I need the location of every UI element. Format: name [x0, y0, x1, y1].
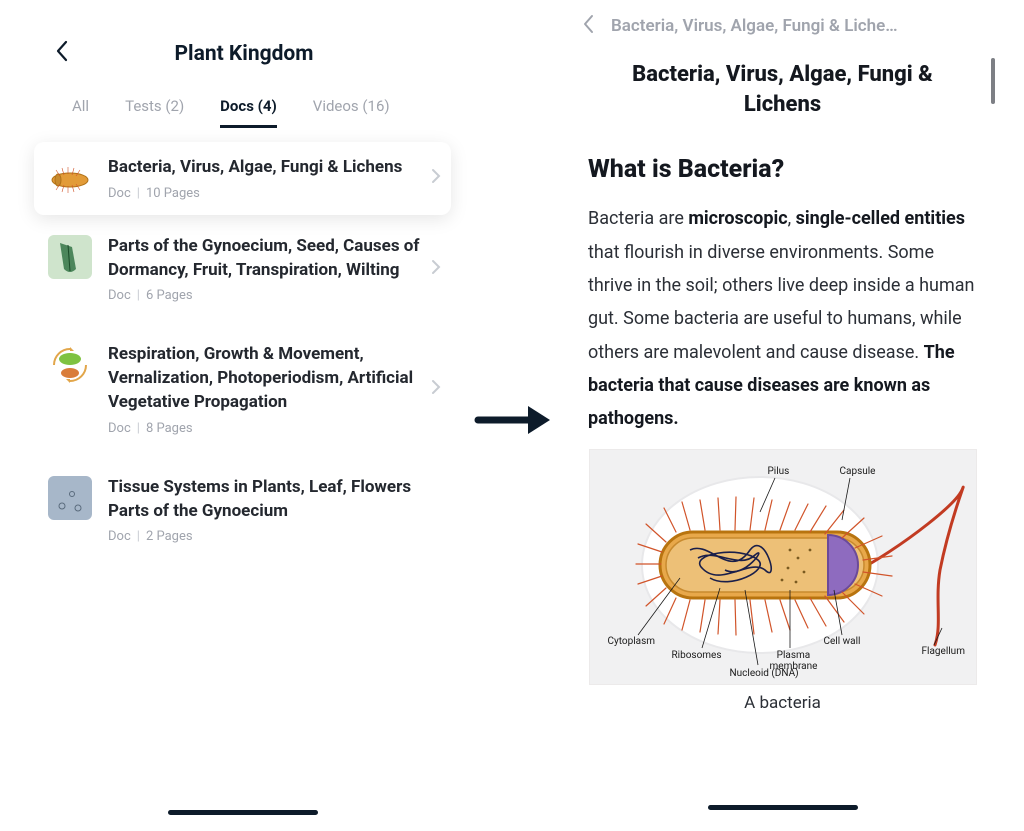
figure: Pilus Capsule Cytoplasm Ribosomes Plasma…: [588, 449, 977, 713]
article-body: Bacteria are microscopic, single-celled …: [588, 202, 977, 435]
doc-item[interactable]: Bacteria, Virus, Algae, Fungi & Lichens …: [34, 142, 451, 215]
doc-pages: 8 Pages: [146, 421, 193, 436]
tab-tests[interactable]: Tests (2): [125, 97, 184, 128]
doc-type: Doc: [108, 186, 131, 201]
doc-type: Doc: [108, 529, 131, 544]
back-icon[interactable]: [55, 39, 69, 69]
text-bold: microscopic: [688, 208, 787, 229]
breadcrumb: Bacteria, Virus, Algae, Fungi & Liche…: [611, 16, 985, 36]
doc-thumbnail-icon: [48, 156, 92, 200]
doc-item[interactable]: Respiration, Growth & Movement, Vernaliz…: [34, 329, 451, 449]
doc-meta: Doc|6 Pages: [108, 288, 425, 303]
tabs: All Tests (2) Docs (4) Videos (16): [20, 79, 465, 128]
label-pilus: Pilus: [768, 466, 790, 477]
figure-caption: A bacteria: [744, 693, 821, 713]
tab-all[interactable]: All: [72, 97, 89, 128]
chevron-right-icon: [431, 259, 441, 280]
label-flagellum: Flagellum: [922, 646, 965, 657]
doc-body: Parts of the Gynoecium, Seed, Causes of …: [108, 235, 425, 304]
tab-docs[interactable]: Docs (4): [220, 97, 277, 128]
label-ribosomes: Ribosomes: [672, 650, 722, 661]
tab-videos[interactable]: Videos (16): [313, 97, 390, 128]
doc-list: Bacteria, Virus, Algae, Fungi & Lichens …: [20, 128, 465, 558]
doc-meta: Doc|2 Pages: [108, 529, 441, 544]
doc-pages: 10 Pages: [146, 186, 200, 201]
doc-meta: Doc|8 Pages: [108, 421, 425, 436]
doc-body: Tissue Systems in Plants, Leaf, Flowers …: [108, 476, 441, 545]
text: ,: [788, 208, 796, 229]
article: Bacteria, Virus, Algae, Fungi & Lichens …: [560, 46, 1005, 713]
article-title: Bacteria, Virus, Algae, Fungi & Lichens: [588, 46, 977, 127]
header: Bacteria, Virus, Algae, Fungi & Liche…: [560, 0, 1005, 46]
page-title: Plant Kingdom: [69, 42, 419, 66]
doc-body: Respiration, Growth & Movement, Vernaliz…: [108, 343, 425, 435]
header: Plant Kingdom: [20, 5, 465, 79]
list-screen: Plant Kingdom All Tests (2) Docs (4) Vid…: [20, 5, 465, 825]
label-cytoplasm: Cytoplasm: [608, 636, 656, 647]
doc-thumbnail-icon: [48, 235, 92, 279]
article-heading: What is Bacteria?: [588, 155, 977, 184]
doc-body: Bacteria, Virus, Algae, Fungi & Lichens …: [108, 156, 425, 201]
scrollbar-thumb[interactable]: [991, 58, 995, 104]
bacterium-diagram: Pilus Capsule Cytoplasm Ribosomes Plasma…: [589, 449, 977, 685]
doc-item[interactable]: Parts of the Gynoecium, Seed, Causes of …: [34, 221, 451, 318]
doc-thumbnail-icon: [48, 476, 92, 520]
chevron-right-icon: [431, 379, 441, 400]
doc-item[interactable]: Tissue Systems in Plants, Leaf, Flowers …: [34, 462, 451, 559]
article-screen: Bacteria, Virus, Algae, Fungi & Liche… B…: [560, 0, 1005, 820]
back-icon[interactable]: [582, 14, 595, 38]
doc-type: Doc: [108, 421, 131, 436]
home-indicator[interactable]: [168, 810, 318, 815]
text-bold: single-celled entities: [796, 208, 965, 229]
chevron-right-icon: [431, 168, 441, 189]
doc-type: Doc: [108, 288, 131, 303]
doc-pages: 2 Pages: [146, 529, 193, 544]
doc-meta: Doc|10 Pages: [108, 186, 425, 201]
arrow-icon: [465, 0, 560, 820]
doc-title: Bacteria, Virus, Algae, Fungi & Lichens: [108, 156, 425, 180]
doc-title: Tissue Systems in Plants, Leaf, Flowers …: [108, 476, 441, 524]
label-cell-wall: Cell wall: [824, 636, 861, 647]
text: that flourish in diverse environments. S…: [588, 242, 974, 363]
doc-pages: 6 Pages: [146, 288, 193, 303]
doc-thumbnail-icon: [48, 343, 92, 387]
label-nucleoid: Nucleoid (DNA): [730, 668, 799, 679]
text: Bacteria are: [588, 208, 688, 229]
home-indicator[interactable]: [708, 805, 858, 810]
doc-title: Respiration, Growth & Movement, Vernaliz…: [108, 343, 425, 414]
doc-title: Parts of the Gynoecium, Seed, Causes of …: [108, 235, 425, 283]
label-capsule: Capsule: [840, 466, 876, 477]
